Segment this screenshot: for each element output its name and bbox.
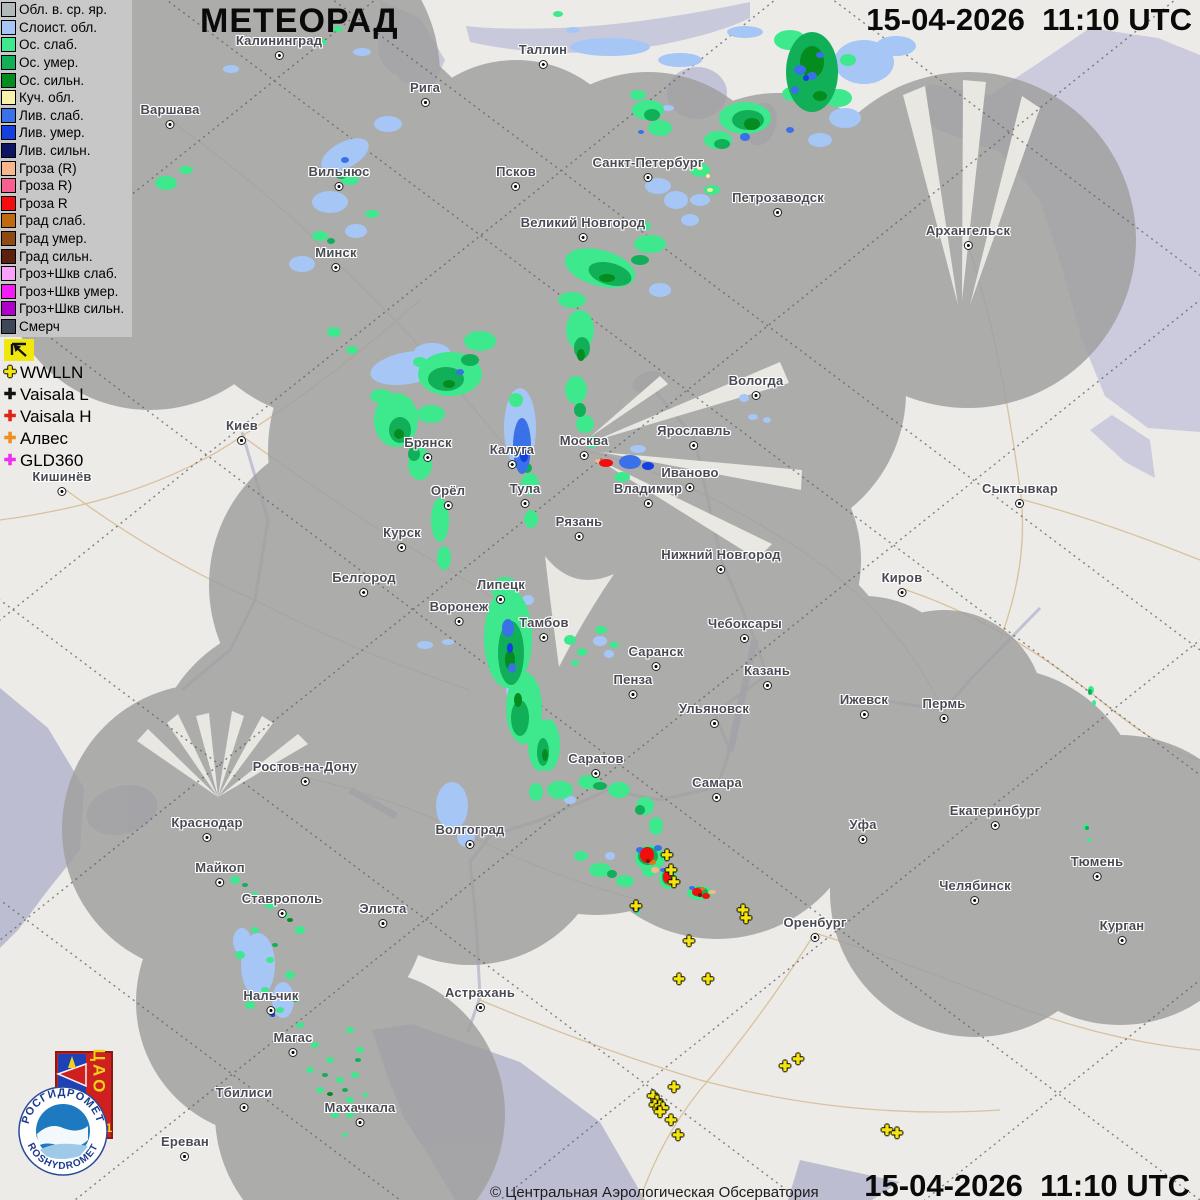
lightning-legend-row: ✚ GLD360 — [2, 450, 92, 472]
legend-row: Слоист. обл. — [1, 19, 132, 37]
legend-swatch — [1, 72, 16, 88]
legend-swatch — [1, 55, 16, 71]
legend-swatch — [1, 178, 16, 194]
legend-row: Куч. обл. — [1, 89, 132, 107]
legend-label: Гроза (R) — [19, 160, 77, 176]
lightning-source-label: GLD360 — [20, 451, 84, 470]
legend-swatch — [1, 107, 16, 123]
legend-swatch — [1, 160, 16, 176]
legend-label: Ос. умер. — [19, 55, 79, 71]
lightning-source-label: Vaisala H — [20, 407, 92, 426]
legend-label: Ос. слаб. — [19, 37, 78, 53]
roshydromet-logo: РОСГИДРОМЕТ ROSHYDROMET — [18, 1086, 108, 1176]
lightning-legend-row: ✚ WWLLN — [2, 362, 92, 384]
legend-row: Гроза R) — [1, 177, 132, 195]
legend-swatch — [1, 213, 16, 229]
legend-row: Лив. слаб. — [1, 107, 132, 125]
legend-swatch — [1, 125, 16, 141]
timestamp-bottom: 15-04-2026 11:10 UTC — [864, 1168, 1190, 1200]
legend-label: Гроза R) — [19, 178, 73, 194]
legend-swatch — [1, 301, 16, 317]
legend-row: Гроз+Шкв сильн. — [1, 300, 132, 318]
lightning-cross-icon: ✚ — [3, 452, 17, 469]
legend-row: Гроза R — [1, 195, 132, 213]
legend-label: Гроз+Шкв умер. — [19, 283, 119, 299]
legend-label: Лив. сильн. — [19, 143, 91, 159]
lightning-source-label: Vaisala L — [20, 385, 89, 404]
legend-swatch — [1, 231, 16, 247]
legend-row: Лив. сильн. — [1, 142, 132, 160]
attribution: © Центральная Аэрологическая Обсерватори… — [490, 1184, 819, 1200]
legend-label: Ос. сильн. — [19, 72, 85, 88]
lightning-source-label: Алвес — [20, 429, 69, 448]
lightning-source-label: WWLLN — [20, 363, 84, 382]
lightning-cross-icon: ✚ — [3, 364, 17, 381]
legend-swatch — [1, 2, 16, 18]
legend-row: Град умер. — [1, 230, 132, 248]
legend-swatch — [1, 248, 16, 264]
legend-label: Гроза R — [19, 195, 68, 211]
legend-row: Гроза (R) — [1, 159, 132, 177]
lightning-cross-icon: ✚ — [3, 408, 17, 425]
legend-label: Гроз+Шкв слаб. — [19, 266, 118, 282]
legend-swatch — [1, 143, 16, 159]
legend-items: Обл. в. ср. яр. Слоист. обл. Ос. слаб. Ос. … — [1, 1, 132, 335]
precip-layer — [155, 11, 1096, 1137]
legend-label: Лив. слаб. — [19, 107, 84, 123]
legend-row: Обл. в. ср. яр. — [1, 1, 132, 19]
legend-label: Гроз+Шкв сильн. — [19, 301, 125, 317]
legend-label: Град умер. — [19, 231, 87, 247]
nw-arrow-icon — [10, 342, 27, 357]
legend-row: Град слаб. — [1, 212, 132, 230]
legend-label: Лив. умер. — [19, 125, 85, 141]
legend-swatch — [1, 37, 16, 53]
lightning-legend-row: ✚ Алвес — [2, 428, 92, 450]
legend-row: Лив. умер. — [1, 124, 132, 142]
lightning-legend: ✚ WWLLN ✚ Vaisala L ✚ Vaisala H ✚ Алвес ✚ GLD360 — [2, 362, 92, 472]
legend-row: Ос. слаб. — [1, 36, 132, 54]
lightning-legend-row: ✚ Vaisala L — [2, 384, 92, 406]
legend-swatch — [1, 283, 16, 299]
legend-label: Слоист. обл. — [19, 19, 98, 35]
tornado-flag-box — [4, 339, 34, 361]
page-title: МЕТЕОРАД — [200, 2, 399, 40]
timestamp-top: 15-04-2026 11:10 UTC — [866, 2, 1192, 37]
lightning-legend-row: ✚ Vaisala H — [2, 406, 92, 428]
legend-row: Гроз+Шкв умер. — [1, 283, 132, 301]
legend-panel: Обл. в. ср. яр. Слоист. обл. Ос. слаб. Ос. … — [0, 0, 132, 338]
legend-swatch — [1, 318, 16, 334]
legend-row: Ос. умер. — [1, 54, 132, 72]
legend-row: Ос. сильн. — [1, 71, 132, 89]
legend-swatch — [1, 266, 16, 282]
legend-swatch — [1, 195, 16, 211]
legend-swatch — [1, 19, 16, 35]
radar-spokes — [137, 80, 1040, 797]
legend-row: Град сильн. — [1, 247, 132, 265]
legend-row: Гроз+Шкв слаб. — [1, 265, 132, 283]
legend-swatch — [1, 90, 16, 106]
lightning-cross-icon: ✚ — [3, 430, 17, 447]
legend-label: Смерч — [19, 318, 60, 334]
legend-row: Смерч — [1, 318, 132, 336]
svg-text:ЦАО: ЦАО — [90, 1049, 109, 1096]
legend-label: Град сильн. — [19, 248, 93, 264]
legend-label: Град слаб. — [19, 213, 86, 229]
legend-label: Обл. в. ср. яр. — [19, 2, 108, 18]
legend-label: Куч. обл. — [19, 90, 75, 106]
lightning-cross-icon: ✚ — [3, 386, 17, 403]
